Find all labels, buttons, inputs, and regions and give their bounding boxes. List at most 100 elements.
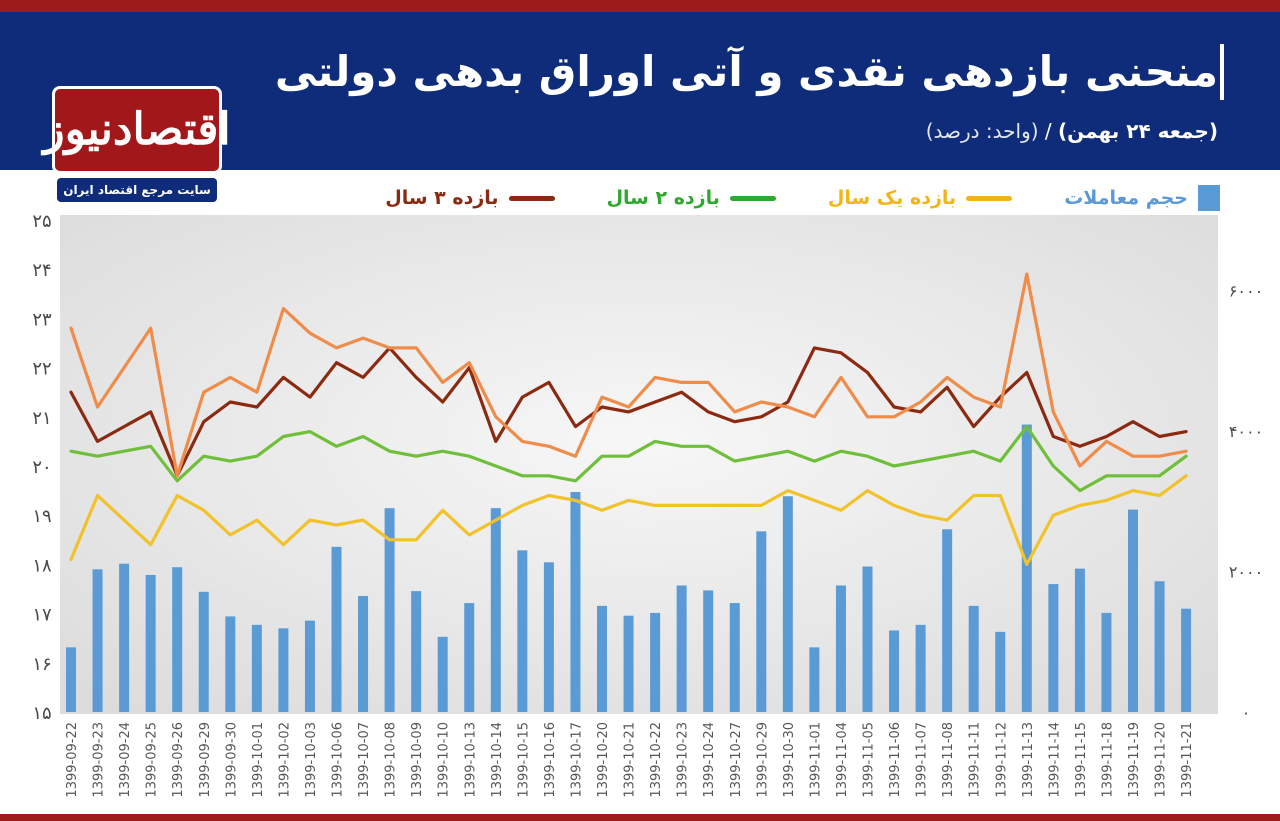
left-axis: ۲۵ ۲۴ ۲۳ ۲۲ ۲۱ ۲۰ ۱۹ ۱۸ ۱۷ ۱۶ ۱۵ bbox=[32, 211, 52, 724]
x-tick-label: 1399-11-21 bbox=[1180, 722, 1195, 798]
subtitle-date: (جمعه ۲۴ بهمن) bbox=[1058, 119, 1218, 143]
x-tick-label: 1399-10-29 bbox=[755, 722, 770, 798]
left-tick-label: ۲۴ bbox=[32, 260, 51, 281]
volume-bar bbox=[809, 647, 820, 712]
legend-swatch-3yr bbox=[508, 195, 555, 201]
volume-bar bbox=[1128, 509, 1138, 712]
volume-bar bbox=[862, 566, 873, 712]
subtitle-separator: / bbox=[1044, 119, 1052, 143]
volume-bar bbox=[225, 616, 236, 712]
x-tick-label: 1399-11-15 bbox=[1074, 722, 1089, 798]
volume-bar bbox=[543, 562, 554, 712]
x-tick-label: 1399-10-07 bbox=[357, 722, 372, 798]
volume-bar bbox=[358, 596, 369, 712]
logo-name: اقتصادنیوز bbox=[43, 104, 231, 155]
x-tick-label: 1399-10-17 bbox=[569, 722, 584, 798]
x-tick-label: 1399-10-13 bbox=[463, 722, 478, 798]
yield-line-2 bbox=[69, 425, 1188, 493]
volume-bar bbox=[66, 647, 76, 712]
volume-bar bbox=[464, 603, 475, 712]
x-tick-label: 1399-11-20 bbox=[1154, 722, 1169, 798]
x-tick-label: 1399-11-08 bbox=[941, 722, 956, 798]
x-tick-label: 1399-11-18 bbox=[1100, 722, 1115, 798]
legend-swatch-1yr bbox=[966, 195, 1013, 201]
volume-bar bbox=[597, 605, 607, 712]
volume-bar bbox=[570, 492, 581, 712]
volume-bar bbox=[278, 628, 289, 712]
x-tick-label: 1399-10-10 bbox=[437, 722, 452, 798]
legend-item-2yr: بازده ۲ سال bbox=[607, 187, 776, 209]
volume-bar bbox=[650, 612, 661, 712]
yield-line-0 bbox=[69, 346, 1188, 478]
x-axis: 1399-09-22 1399-09-23 1399-09-24 1399-09-25… bbox=[65, 722, 1195, 798]
volume-bar bbox=[92, 569, 103, 712]
volume-bar bbox=[119, 563, 130, 712]
volume-bar bbox=[942, 529, 953, 712]
legend-item-3yr: بازده ۳ سال bbox=[385, 187, 555, 209]
legend-label-2yr: بازده ۲ سال bbox=[606, 187, 720, 209]
chart-legend: بازده ۳ سال بازده ۲ سال بازده یک سال حجم… bbox=[385, 180, 1220, 216]
x-tick-label: 1399-10-03 bbox=[304, 722, 319, 798]
logo-tagline: سایت مرجع اقتصاد ایران bbox=[57, 178, 217, 202]
x-tick-label: 1399-10-27 bbox=[729, 722, 744, 798]
x-tick-label: 1399-09-29 bbox=[198, 722, 213, 798]
x-tick-label: 1399-11-05 bbox=[862, 722, 877, 798]
x-tick-label: 1399-11-13 bbox=[1021, 722, 1036, 798]
left-tick-label: ۱۶ bbox=[32, 654, 51, 675]
left-tick-label: ۱۸ bbox=[32, 555, 52, 576]
left-tick-label: ۱۵ bbox=[32, 703, 51, 724]
x-tick-label: 1399-11-12 bbox=[994, 722, 1009, 798]
x-tick-label: 1399-10-08 bbox=[384, 722, 399, 798]
legend-label-3yr: بازده ۳ سال bbox=[385, 187, 499, 209]
yield-lines bbox=[69, 272, 1188, 567]
left-tick-label: ۲۰ bbox=[32, 457, 51, 478]
x-tick-label: 1399-09-23 bbox=[92, 722, 107, 798]
right-tick-label: ۶۰۰۰ bbox=[1229, 281, 1263, 300]
volume-bar bbox=[411, 591, 422, 712]
legend-swatch-2yr bbox=[729, 195, 776, 201]
right-tick-label: ۰ bbox=[1242, 703, 1251, 722]
x-tick-label: 1399-09-24 bbox=[118, 722, 133, 798]
page-title: منحنی بازدهی نقدی و آتی اوراق بدهی دولتی bbox=[274, 47, 1218, 96]
volume-bar bbox=[1074, 568, 1085, 712]
volume-bar bbox=[384, 508, 395, 712]
subtitle-unit: (واحد: درصد) bbox=[925, 119, 1039, 143]
x-tick-label: 1399-11-04 bbox=[835, 722, 850, 798]
yield-line-1 bbox=[69, 272, 1188, 478]
volume-bar bbox=[172, 567, 183, 712]
volume-bar bbox=[676, 585, 687, 712]
x-tick-label: 1399-10-02 bbox=[277, 722, 292, 798]
volume-bar bbox=[251, 624, 262, 712]
volume-bar bbox=[835, 585, 846, 712]
x-tick-label: 1399-10-15 bbox=[516, 722, 531, 798]
top-accent-bar bbox=[0, 0, 1280, 12]
x-tick-label: 1399-11-06 bbox=[888, 722, 903, 798]
logo: اقتصادنیوز bbox=[43, 86, 231, 174]
x-tick-label: 1399-11-07 bbox=[915, 722, 930, 798]
x-tick-label: 1399-11-19 bbox=[1127, 722, 1142, 798]
yield-line-3 bbox=[69, 474, 1188, 567]
right-axis: ۶۰۰۰ ۴۰۰۰ ۲۰۰۰ ۰ bbox=[1229, 281, 1263, 722]
x-tick-label: 1399-10-06 bbox=[331, 722, 346, 798]
x-tick-label: 1399-10-01 bbox=[251, 722, 266, 798]
left-tick-label: ۲۵ bbox=[32, 211, 51, 232]
volume-bar bbox=[490, 508, 501, 712]
x-tick-label: 1399-09-25 bbox=[145, 722, 160, 798]
legend-swatch-volume bbox=[1198, 185, 1220, 211]
volume-bar bbox=[198, 591, 209, 712]
volume-bar bbox=[756, 531, 767, 712]
volume-bar bbox=[968, 605, 979, 712]
volume-bar bbox=[517, 550, 528, 712]
volume-bar bbox=[915, 624, 926, 712]
left-tick-label: ۱۹ bbox=[32, 506, 51, 527]
x-tick-label: 1399-10-14 bbox=[490, 722, 505, 798]
bottom-accent-bar bbox=[0, 814, 1280, 821]
volume-bar bbox=[331, 546, 342, 712]
left-tick-label: ۲۳ bbox=[32, 309, 52, 330]
volume-bar bbox=[889, 630, 900, 712]
x-tick-label: 1399-10-22 bbox=[649, 722, 664, 798]
x-tick-label: 1399-10-09 bbox=[410, 722, 425, 798]
x-tick-label: 1399-09-30 bbox=[224, 722, 239, 798]
page-subtitle: (جمعه ۲۴ بهمن) / (واحد: درصد) bbox=[926, 114, 1218, 148]
